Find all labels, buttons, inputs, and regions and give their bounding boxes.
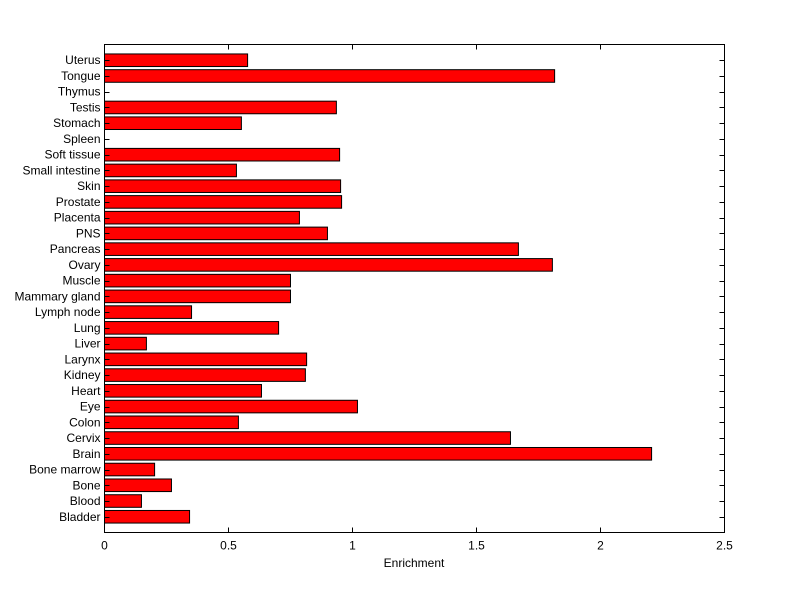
y-tick-label: Soft tissue <box>44 148 100 162</box>
y-tick-label: Bone <box>72 478 100 492</box>
bar-pns <box>104 226 328 241</box>
bar-prostate <box>104 195 343 209</box>
y-tick-label: Pancreas <box>50 242 101 256</box>
y-tick-label: Eye <box>80 400 101 414</box>
y-tick-label: Placenta <box>54 211 101 225</box>
x-tick-label: 0.5 <box>220 539 237 553</box>
bar-cervix <box>104 431 511 445</box>
bar-bone <box>104 478 172 493</box>
y-tick-label: PNS <box>76 226 101 240</box>
y-tick-label: Tongue <box>61 69 101 83</box>
bar-lymph-node <box>104 305 193 319</box>
bar-colon <box>104 415 239 430</box>
y-tick-label: Brain <box>72 447 100 461</box>
bar-bladder <box>104 509 191 524</box>
bar-blood <box>104 494 142 508</box>
bar-pancreas <box>104 242 519 256</box>
bar-brain <box>104 446 653 461</box>
bar-kidney <box>104 368 306 382</box>
x-tick-label: 1 <box>349 539 356 553</box>
y-tick-label: Bone marrow <box>29 463 101 477</box>
y-tick-label: Lung <box>74 321 101 335</box>
bar-small-intestine <box>104 163 237 178</box>
axes-box <box>104 44 725 533</box>
y-tick-label: Mammary gland <box>14 289 100 303</box>
y-tick-label: Kidney <box>64 368 101 382</box>
bar-lung <box>104 321 280 335</box>
y-tick-label: Liver <box>74 337 100 351</box>
bar-liver <box>104 336 147 351</box>
x-tick-label: 2 <box>597 539 604 553</box>
y-tick-label: Cervix <box>66 431 100 445</box>
y-tick-label: Spleen <box>63 132 100 146</box>
x-tick-label: 0 <box>101 539 108 553</box>
y-tick-label: Heart <box>71 384 101 398</box>
y-tick-label: Blood <box>70 494 101 508</box>
y-tick-label: Larynx <box>64 352 100 366</box>
y-tick-label: Skin <box>77 179 100 193</box>
y-tick-label: Uterus <box>65 53 100 67</box>
bar-soft-tissue <box>104 147 341 162</box>
y-tick-label: Thymus <box>58 85 101 99</box>
y-tick-label: Colon <box>69 415 100 429</box>
bar-muscle <box>104 273 291 288</box>
bar-ovary <box>104 258 553 272</box>
y-tick-label: Ovary <box>68 258 100 272</box>
bar-testis <box>104 100 337 115</box>
y-tick-label: Prostate <box>56 195 101 209</box>
bar-stomach <box>104 116 242 131</box>
x-tick-label: 1.5 <box>468 539 485 553</box>
bar-heart <box>104 384 262 398</box>
y-tick-label: Stomach <box>53 116 100 130</box>
bar-tongue <box>104 69 556 83</box>
y-tick-label: Bladder <box>59 510 100 524</box>
bar-eye <box>104 399 358 414</box>
bar-mammary-gland <box>104 289 291 304</box>
bar-placenta <box>104 210 300 225</box>
y-tick-label: Small intestine <box>22 163 100 177</box>
bar-uterus <box>104 53 249 68</box>
y-tick-label: Lymph node <box>35 305 101 319</box>
x-tick-label: 2.5 <box>716 539 733 553</box>
x-axis-label: Enrichment <box>384 556 445 570</box>
bar-bone-marrow <box>104 462 156 477</box>
y-tick-label: Muscle <box>62 274 100 288</box>
y-tick-label: Testis <box>70 100 101 114</box>
bar-skin <box>104 179 342 193</box>
bar-larynx <box>104 352 308 367</box>
